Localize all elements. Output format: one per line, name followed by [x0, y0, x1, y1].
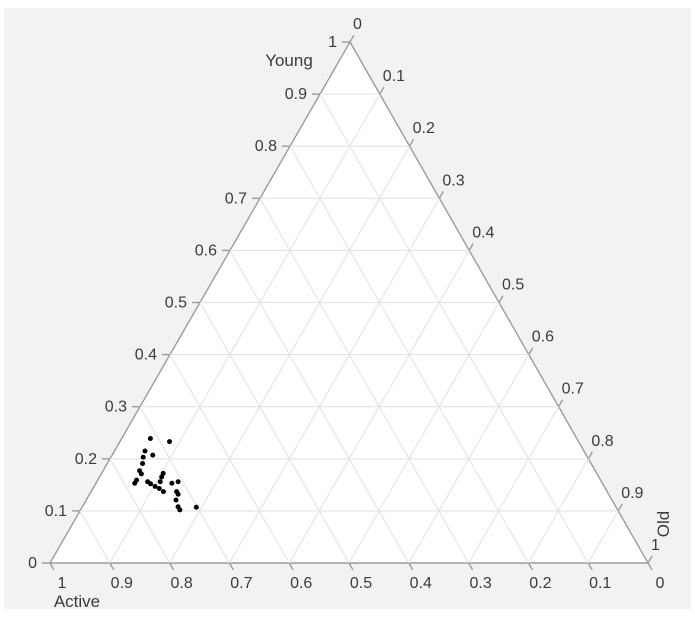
data-point[interactable]: [147, 435, 153, 441]
young-tick-label: 0.3: [105, 399, 127, 416]
data-point[interactable]: [175, 479, 181, 485]
data-point[interactable]: [132, 480, 138, 486]
tick-active: [527, 562, 534, 571]
active-tick-label: 0.6: [290, 575, 312, 592]
tick-old: [557, 399, 564, 408]
tick-active: [467, 562, 474, 571]
young-tick-label: 0.4: [135, 347, 157, 364]
gridline-active: [79, 510, 111, 564]
gridline-active: [139, 406, 230, 564]
young-tick-label: 0.6: [195, 242, 217, 259]
old-tick-label: 0.6: [532, 329, 554, 346]
young-axis-title: Young: [265, 51, 313, 70]
data-point[interactable]: [173, 497, 179, 503]
old-tick-label: 0.4: [472, 224, 494, 241]
active-tick-label: 0.2: [529, 575, 551, 592]
data-point[interactable]: [148, 481, 154, 487]
tick-active: [49, 562, 55, 571]
plot-panel: 0 0.1 0.2 0.3 0.4 0.5 0.6 0.7 0.8 0.9 1 0 0.1 0.2 0.3 0…: [4, 8, 691, 611]
young-tick-label: 0.9: [285, 86, 307, 103]
active-tick-label: 0.5: [350, 575, 372, 592]
tick-old: [408, 138, 415, 147]
tick-old: [498, 295, 504, 303]
tick-old: [617, 503, 623, 512]
data-point[interactable]: [169, 480, 175, 486]
data-point[interactable]: [193, 504, 199, 510]
young-tick-label: 0.8: [255, 138, 277, 155]
data-point[interactable]: [140, 460, 146, 466]
active-tick-label: 1: [58, 575, 67, 592]
young-tick-label: 0: [28, 555, 37, 572]
young-tick-label: 0.2: [75, 451, 97, 468]
tick-active: [587, 562, 593, 571]
old-tick-label: 0: [353, 16, 362, 33]
gridline-old: [527, 458, 589, 564]
gridline-old: [468, 406, 560, 564]
active-tick-label: 0.1: [589, 575, 611, 592]
data-point[interactable]: [175, 491, 181, 497]
active-tick-label: 0: [656, 575, 665, 592]
data-point[interactable]: [156, 485, 162, 491]
data-point[interactable]: [152, 483, 158, 489]
old-tick-label: 0.2: [413, 120, 435, 137]
active-axis-title: Active: [54, 592, 100, 611]
tick-old: [528, 347, 534, 355]
old-axis-title: Old: [654, 511, 673, 537]
tick-active: [348, 562, 354, 571]
tick-old: [438, 191, 445, 199]
tick-active: [109, 562, 115, 571]
tick-old: [587, 451, 594, 460]
gridline-active: [319, 93, 589, 564]
young-tick-label: 0.5: [165, 295, 187, 312]
old-tick-label: 0.8: [591, 433, 613, 450]
old-tick-label: 0.3: [442, 172, 464, 189]
data-point[interactable]: [138, 471, 144, 477]
gridline-active: [109, 458, 171, 564]
data-point[interactable]: [142, 448, 148, 454]
old-tick-label: 0.1: [383, 68, 405, 85]
active-tick-label: 0.3: [469, 575, 491, 592]
young-tick-label: 0.7: [225, 190, 247, 207]
gridline-old: [587, 510, 619, 564]
gridline-old: [228, 198, 440, 564]
old-tick-label: 0.7: [562, 381, 584, 398]
gridline-active: [169, 354, 290, 564]
tick-old: [647, 555, 653, 564]
young-tick-label: 1: [328, 34, 337, 51]
tick-active: [288, 562, 294, 571]
active-tick-label: 0.9: [111, 575, 133, 592]
active-tick-label: 0.8: [170, 575, 192, 592]
data-point[interactable]: [160, 489, 166, 495]
tick-old: [379, 86, 385, 95]
gridline-old: [408, 354, 530, 564]
old-tick-label: 1: [651, 537, 660, 554]
young-tick-label: 0.1: [45, 503, 67, 520]
gridline-old: [348, 302, 500, 564]
data-point[interactable]: [177, 507, 183, 513]
tick-old: [349, 34, 355, 43]
old-tick-label: 0.5: [502, 277, 524, 294]
data-point[interactable]: [157, 479, 163, 485]
data-point[interactable]: [160, 470, 166, 476]
tick-active: [168, 562, 175, 571]
active-tick-label: 0.7: [230, 575, 252, 592]
data-point[interactable]: [167, 439, 173, 445]
tick-active: [647, 562, 653, 571]
gridline-active: [199, 302, 350, 564]
tick-active: [408, 562, 414, 571]
active-tick-label: 0.4: [410, 575, 432, 592]
tick-active: [228, 562, 235, 571]
data-point[interactable]: [140, 454, 146, 460]
tick-old: [468, 243, 474, 251]
gridline-active: [259, 198, 470, 564]
data-point[interactable]: [150, 452, 156, 458]
old-tick-label: 0.9: [621, 485, 643, 502]
